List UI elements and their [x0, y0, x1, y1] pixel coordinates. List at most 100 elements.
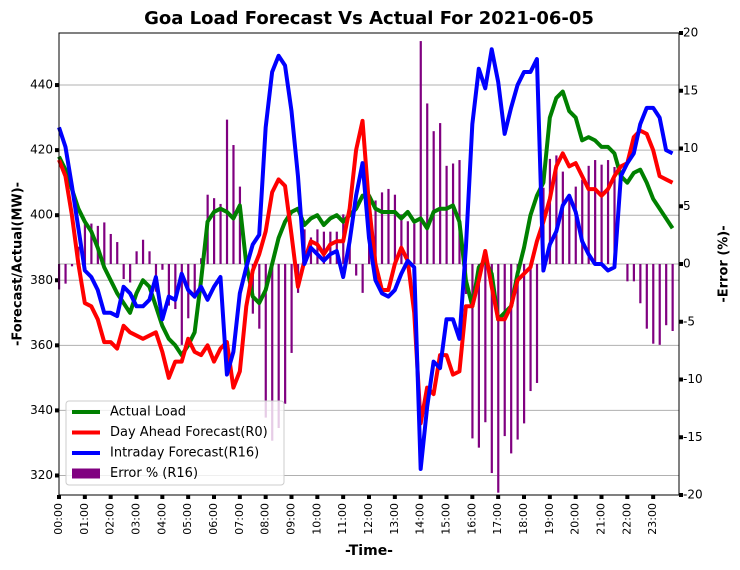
y2-tick-label: -10	[683, 372, 703, 386]
legend: Actual Load Day Ahead Forecast(R0) Intrada…	[65, 400, 285, 486]
x-tick-label: 07:00	[233, 503, 246, 535]
error-bar	[490, 264, 493, 474]
error-bar	[503, 264, 506, 437]
error-bar	[374, 200, 377, 264]
error-bar	[335, 231, 338, 264]
error-bar	[510, 264, 513, 454]
error-bar	[523, 264, 526, 424]
error-bar	[193, 264, 196, 299]
error-bar	[613, 166, 616, 264]
x-tick-label: 00:00	[52, 503, 65, 535]
error-bar	[458, 160, 461, 264]
error-bar	[497, 264, 500, 493]
y2-tick-label: 0	[683, 257, 691, 271]
x-tick-label: 06:00	[207, 503, 220, 535]
plot-frame	[58, 32, 680, 496]
error-bar	[387, 188, 390, 264]
error-bar	[606, 160, 610, 264]
error-bar	[122, 264, 125, 280]
error-bar	[426, 103, 429, 264]
error-bar	[64, 264, 67, 284]
error-bar	[232, 145, 235, 264]
error-bar	[238, 186, 242, 264]
x-tick-label: 13:00	[388, 503, 401, 535]
x-tick-label: 08:00	[259, 503, 272, 535]
legend-label: Day Ahead Forecast(R0)	[110, 425, 268, 440]
y-tick-label: 440	[30, 78, 53, 92]
error-bar	[284, 264, 287, 404]
error-bar	[652, 264, 655, 344]
error-bar	[561, 171, 564, 264]
x-tick-label: 05:00	[181, 503, 194, 535]
error-bar	[626, 264, 629, 282]
chart-title: Goa Load Forecast Vs Actual For 2021-06-…	[144, 8, 594, 29]
error-bar	[116, 242, 119, 264]
series-line	[57, 118, 674, 426]
error-bar	[219, 203, 222, 264]
error-bar	[129, 264, 132, 283]
x-tick-label: 01:00	[78, 503, 91, 535]
error-bar	[380, 192, 384, 264]
error-bar	[167, 264, 170, 306]
error-bar	[361, 264, 364, 293]
error-bar	[600, 164, 603, 264]
error-bar	[406, 221, 409, 264]
x-tick-label: 18:00	[517, 503, 530, 535]
error-bar	[439, 123, 442, 264]
error-bar	[109, 233, 112, 264]
y2-axis-label: -Error (%)-	[717, 225, 732, 302]
x-tick-label: 11:00	[336, 503, 349, 535]
error-bar	[355, 264, 358, 276]
error-bar	[665, 264, 668, 326]
error-bar	[148, 251, 151, 264]
error-bar	[258, 264, 261, 329]
error-bar	[432, 131, 435, 264]
error-bar	[516, 264, 519, 440]
y-tick-label: 340	[30, 403, 53, 417]
error-bar	[645, 264, 648, 329]
error-bar	[393, 194, 397, 264]
x-tick-label: 02:00	[104, 503, 117, 535]
error-bar	[141, 239, 145, 264]
x-tick-label: 09:00	[285, 503, 298, 535]
error-bar	[290, 264, 293, 353]
x-tick-label: 19:00	[543, 503, 556, 535]
error-bar	[484, 264, 487, 423]
y2-tick-label: 15	[683, 83, 698, 97]
error-bar	[548, 158, 552, 264]
legend-label: Intraday Forecast(R16)	[110, 446, 259, 461]
error-bar	[594, 160, 597, 264]
x-tick-label: 21:00	[595, 503, 608, 535]
error-bar	[90, 223, 93, 264]
y2-tick-label: -5	[683, 314, 695, 328]
x-tick-label: 23:00	[646, 503, 659, 535]
y-tick-label: 320	[30, 468, 53, 482]
error-bar	[271, 264, 274, 441]
error-bar	[213, 198, 216, 264]
y-tick-label: 400	[30, 208, 53, 222]
error-bar	[632, 264, 635, 282]
x-tick-label: 22:00	[620, 503, 633, 535]
error-bar	[587, 165, 590, 264]
error-bar	[471, 264, 474, 439]
error-bar	[135, 251, 138, 264]
legend-label: Actual Load	[110, 405, 186, 420]
x-tick-label: 14:00	[414, 503, 427, 535]
y-tick-label: 380	[30, 273, 53, 287]
y2-tick-label: 20	[683, 26, 698, 40]
error-bar	[658, 264, 661, 345]
error-bar	[70, 264, 74, 267]
error-bar	[671, 264, 674, 331]
error-bar	[568, 194, 571, 264]
y2-tick-label: -20	[683, 488, 703, 502]
x-tick-label: 20:00	[569, 503, 582, 535]
x-tick-label: 03:00	[130, 503, 143, 535]
error-bar	[83, 220, 87, 264]
error-bar	[225, 119, 229, 264]
error-bar	[322, 231, 325, 264]
error-bar	[574, 186, 577, 264]
error-bar	[277, 264, 280, 429]
legend-swatch	[72, 468, 100, 479]
x-tick-label: 17:00	[491, 503, 504, 535]
